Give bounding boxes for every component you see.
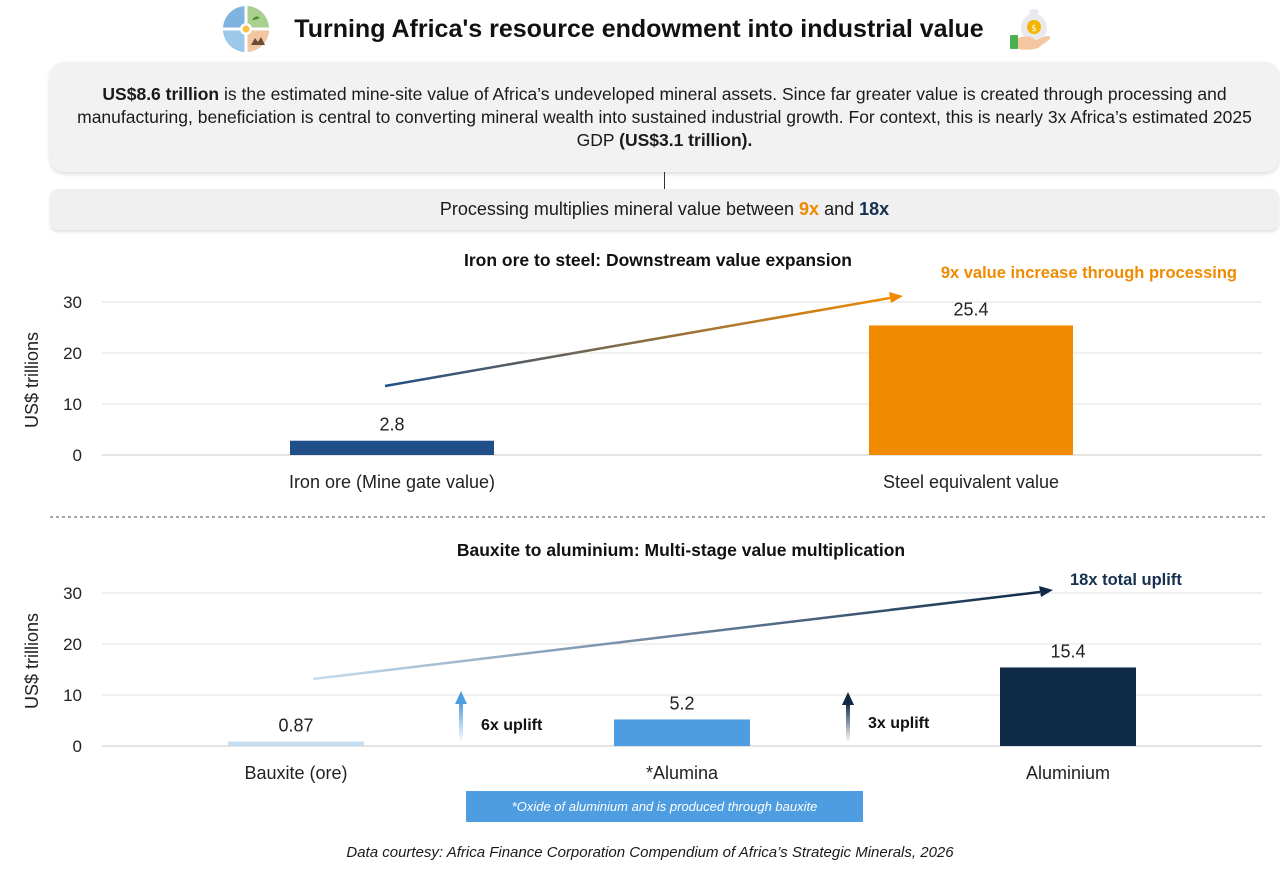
intro-paragraph: US$8.6 trillion is the estimated mine-si… xyxy=(66,83,1263,152)
intro-text: is the estimated mine-site value of Afri… xyxy=(77,83,1252,150)
multiplier-box: Processing multiplies mineral value betw… xyxy=(50,189,1279,230)
chart2-category-label: *Alumina xyxy=(646,763,719,783)
chart1-bar xyxy=(290,440,494,455)
chart1-value-label: 2.8 xyxy=(379,415,404,435)
alumina-footnote: *Oxide of aluminium and is produced thro… xyxy=(466,791,863,822)
chart1-bar xyxy=(869,325,1073,455)
chart2-title: Bauxite to aluminium: Multi-stage value … xyxy=(457,540,905,560)
chart1-gridlines xyxy=(102,301,1262,456)
chart1-y-tick-label: 20 xyxy=(63,344,82,363)
chart2-category-label: Aluminium xyxy=(1026,763,1110,783)
chart2-category-label: Bauxite (ore) xyxy=(244,763,347,783)
chart2-y-tick-label: 20 xyxy=(63,635,82,654)
chart2-growth-arrowhead xyxy=(1039,586,1053,597)
chart2-ylabel: US$ trillions xyxy=(22,613,42,709)
chart2-bar xyxy=(614,719,750,746)
connector-line xyxy=(664,172,665,189)
uplift-3x-arrow-shaft xyxy=(846,703,850,742)
chart1-bars xyxy=(290,325,1073,455)
chart2-value-label: 15.4 xyxy=(1050,641,1085,661)
chart2-y-tick-label: 0 xyxy=(73,737,82,756)
chart2-tick-labels: 0 10 20 30 xyxy=(63,584,82,756)
chart1-category-labels: Iron ore (Mine gate value) Steel equivale… xyxy=(289,472,1059,492)
chart1-value-labels: 2.8 25.4 xyxy=(379,299,988,434)
chart2-annotation-18x: 18x total uplift xyxy=(1070,571,1182,589)
intro-highlight-value: US$8.6 trillion xyxy=(102,83,220,104)
chart1-category-label: Steel equivalent value xyxy=(883,472,1059,492)
chart2-value-labels: 0.87 5.2 15.4 xyxy=(278,641,1085,735)
uplift-6x-arrowhead xyxy=(455,691,467,704)
intro-gdp-value: (US$3.1 trillion). xyxy=(619,129,753,150)
chart2-value-label: 0.87 xyxy=(278,716,313,736)
svg-text:$: $ xyxy=(1031,24,1037,34)
intro-summary-box: US$8.6 trillion is the estimated mine-si… xyxy=(50,62,1279,172)
chart2-growth-arrow xyxy=(312,590,1041,681)
chart2-y-tick-label: 30 xyxy=(63,584,82,603)
page-title: Turning Africa's resource endowment into… xyxy=(294,14,984,43)
globe-resources-icon xyxy=(223,6,270,52)
source-credit: Data courtesy: Africa Finance Corporatio… xyxy=(346,844,954,861)
uplift-3x-label: 3x uplift xyxy=(868,715,930,732)
chart1-category-label: Iron ore (Mine gate value) xyxy=(289,472,495,492)
multiplier-high: 18x xyxy=(859,199,890,219)
chart1-title: Iron ore to steel: Downstream value expa… xyxy=(464,250,852,270)
chart2-category-labels: Bauxite (ore) *Alumina Aluminium xyxy=(244,763,1110,783)
uplift-3x-arrowhead xyxy=(842,692,854,705)
chart1-ylabel: US$ trillions xyxy=(22,332,42,428)
chart1-growth-arrowhead xyxy=(889,292,903,303)
chart1-y-tick-label: 0 xyxy=(73,446,82,465)
chart1-y-tick-label: 30 xyxy=(63,293,82,312)
chart2-bar xyxy=(228,741,364,746)
chart1-value-label: 25.4 xyxy=(953,299,988,319)
chart1-growth-arrow xyxy=(384,296,891,388)
multiplier-middle: and xyxy=(819,199,860,219)
uplift-6x-label: 6x uplift xyxy=(481,717,543,734)
hand-money-bag-icon: $ xyxy=(1009,9,1050,50)
chart2-y-tick-label: 10 xyxy=(63,686,82,705)
chart2-value-label: 5.2 xyxy=(669,693,694,713)
chart1-tick-labels: 0 10 20 30 xyxy=(63,293,82,465)
multiplier-low: 9x xyxy=(799,199,820,219)
title-row: Turning Africa's resource endowment into… xyxy=(0,4,1280,54)
multiplier-prefix: Processing multiplies mineral value betw… xyxy=(439,199,800,219)
chart1-y-tick-label: 10 xyxy=(63,395,82,414)
chart2-bars xyxy=(228,667,1136,746)
chart1-annotation-9x: 9x value increase through processing xyxy=(941,264,1237,282)
chart2-bar xyxy=(1000,667,1136,746)
uplift-6x-arrow-shaft xyxy=(459,702,463,742)
